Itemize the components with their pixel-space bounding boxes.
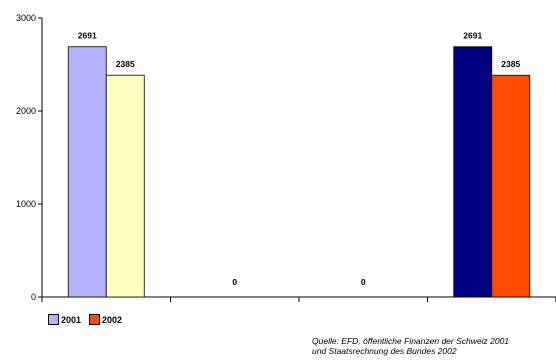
legend: 2001 2002 <box>48 314 122 325</box>
legend-item-2002: 2002 <box>89 314 122 325</box>
bars <box>67 46 531 298</box>
data-label: 2385 <box>501 59 520 69</box>
y-tick-label: 0 <box>31 292 36 302</box>
legend-label-2002: 2002 <box>102 314 123 325</box>
y-tick-label: 1000 <box>16 199 36 209</box>
legend-item-2001: 2001 <box>48 314 81 325</box>
source-note: Quelle: EFD, öffentliche Finanzen der Sc… <box>312 336 556 360</box>
x-axis: BundKantoneGemeindenTotal <box>41 296 556 302</box>
y-tick-label: 3000 <box>16 13 36 23</box>
legend-label-2001: 2001 <box>61 314 82 325</box>
bar-total-2001 <box>453 46 493 298</box>
bar-bund-2001 <box>67 46 107 298</box>
y-tick-label: 2000 <box>16 106 36 116</box>
data-label: 2691 <box>78 31 97 41</box>
source-line-2: und Staatsrechnung des Bundes 2002 <box>312 346 457 356</box>
y-axis: 0 1000 2000 3000 <box>16 13 43 302</box>
data-labels: 2691 2385 0 0 2691 2385 <box>78 31 521 287</box>
data-label: 2385 <box>116 59 135 69</box>
bar-total-2002 <box>491 74 531 298</box>
bar-bund-2002 <box>105 74 145 298</box>
source-line-1: Quelle: EFD, öffentliche Finanzen der Sc… <box>312 336 510 346</box>
legend-swatch-2002 <box>89 314 101 325</box>
data-label: 2691 <box>463 31 482 41</box>
legend-swatch-2001 <box>48 314 59 325</box>
data-label: 0 <box>232 277 237 287</box>
data-label: 0 <box>361 277 366 287</box>
